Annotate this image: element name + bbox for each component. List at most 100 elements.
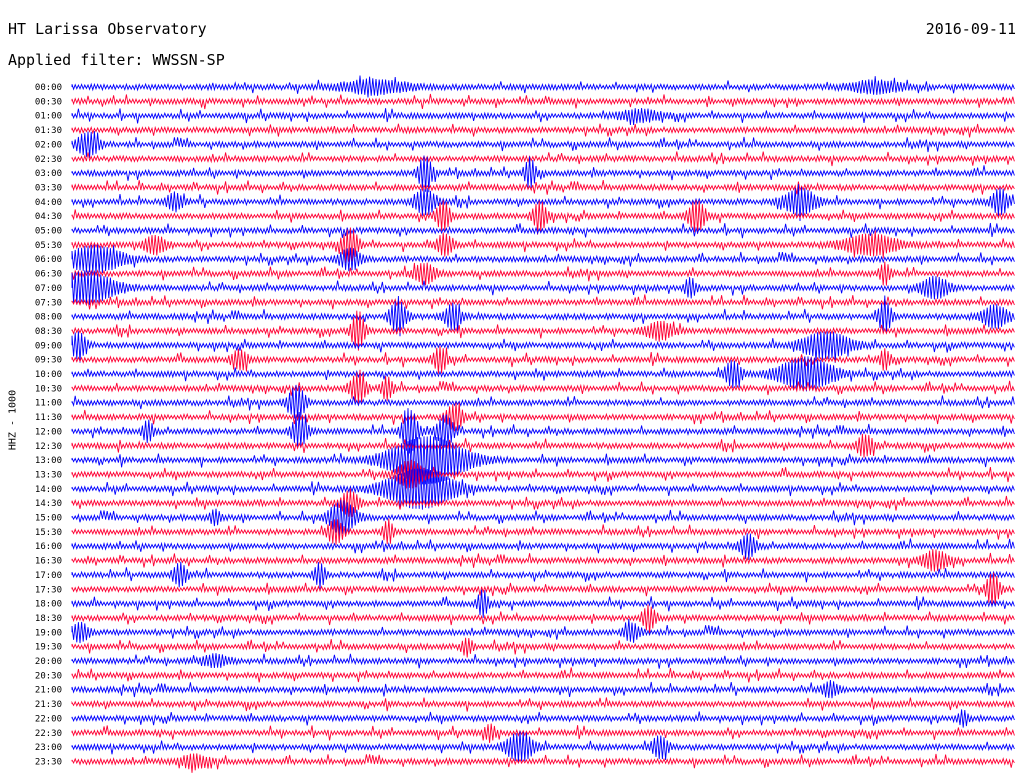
trace-row-0900 xyxy=(71,331,1015,363)
row-time-label: 00:00 xyxy=(35,83,62,93)
row-time-label: 02:30 xyxy=(35,155,62,165)
row-time-label: 20:00 xyxy=(35,657,62,667)
trace-row-1900 xyxy=(71,618,1015,644)
trace-row-1930 xyxy=(71,637,1015,658)
row-time-label: 17:30 xyxy=(35,585,62,595)
row-time-label: 12:30 xyxy=(35,442,62,452)
trace-row-1730 xyxy=(71,572,1015,607)
trace-row-1430 xyxy=(71,488,1015,517)
row-time-label: 02:00 xyxy=(35,140,62,150)
trace-row-1530 xyxy=(71,518,1015,545)
trace-row-0930 xyxy=(71,346,1015,374)
trace-row-1600 xyxy=(71,533,1015,560)
trace-row-1300 xyxy=(71,435,1015,485)
row-time-label: 07:30 xyxy=(35,298,62,308)
trace-row-2300 xyxy=(71,731,1015,763)
row-time-label: 22:30 xyxy=(35,729,62,739)
row-time-label: 03:30 xyxy=(35,183,62,193)
row-time-label: 09:30 xyxy=(35,356,62,366)
row-time-label: 01:00 xyxy=(35,112,62,122)
trace-row-0330 xyxy=(71,180,1015,195)
trace-row-0300 xyxy=(71,155,1015,193)
row-time-label: 17:00 xyxy=(35,571,62,581)
row-time-label: 18:30 xyxy=(35,614,62,624)
row-time-label: 05:00 xyxy=(35,227,62,237)
row-time-label: 18:00 xyxy=(35,600,62,610)
row-time-label: 14:00 xyxy=(35,485,62,495)
row-time-label: 16:30 xyxy=(35,557,62,567)
trace-row-1700 xyxy=(71,561,1015,589)
trace-row-0830 xyxy=(71,310,1015,351)
row-time-label: 20:30 xyxy=(35,671,62,681)
row-time-label: 03:00 xyxy=(35,169,62,179)
row-time-label: 13:00 xyxy=(35,456,62,466)
trace-row-1630 xyxy=(71,549,1015,572)
row-time-label: 07:00 xyxy=(35,284,62,294)
row-time-label: 19:30 xyxy=(35,643,62,653)
trace-row-0430 xyxy=(71,199,1015,235)
trace-row-0230 xyxy=(71,151,1015,167)
trace-row-2100 xyxy=(71,679,1015,699)
row-time-label: 08:00 xyxy=(35,313,62,323)
trace-row-1200 xyxy=(71,408,1015,454)
row-time-label: 10:30 xyxy=(35,384,62,394)
trace-row-0600 xyxy=(71,244,1015,274)
trace-row-1230 xyxy=(71,433,1015,458)
row-time-label: 13:30 xyxy=(35,470,62,480)
station-title: HT Larissa Observatory xyxy=(8,20,207,38)
row-time-label: 16:00 xyxy=(35,542,62,552)
row-time-label: 12:00 xyxy=(35,427,62,437)
row-time-label: 15:30 xyxy=(35,528,62,538)
trace-row-2130 xyxy=(71,697,1015,712)
trace-row-1830 xyxy=(71,604,1015,635)
trace-row-1800 xyxy=(71,589,1015,618)
filter-label: Applied filter: WWSSN-SP xyxy=(8,51,225,69)
row-time-label: 08:30 xyxy=(35,327,62,337)
record-date: 2016-09-11 xyxy=(925,20,1016,38)
trace-row-0530 xyxy=(71,227,1015,264)
trace-row-2330 xyxy=(71,753,1015,773)
trace-row-1130 xyxy=(71,402,1015,432)
row-time-label: 04:00 xyxy=(35,198,62,208)
row-time-label: 23:00 xyxy=(35,743,62,753)
trace-row-2030 xyxy=(71,667,1015,683)
trace-row-2000 xyxy=(71,653,1015,669)
trace-row-0800 xyxy=(71,295,1015,337)
trace-row-0400 xyxy=(71,184,1015,222)
trace-row-2230 xyxy=(71,723,1015,743)
row-time-label: 06:30 xyxy=(35,270,62,280)
trace-row-0130 xyxy=(71,123,1015,138)
row-time-label: 01:30 xyxy=(35,126,62,136)
trace-group xyxy=(71,75,1015,773)
trace-row-1000 xyxy=(71,356,1015,392)
row-time-label: 05:30 xyxy=(35,241,62,251)
trace-row-0700 xyxy=(71,270,1015,306)
row-time-label: 04:30 xyxy=(35,212,62,222)
row-time-label: 09:00 xyxy=(35,341,62,351)
trace-row-0000 xyxy=(71,75,1015,98)
trace-row-0630 xyxy=(71,261,1015,286)
trace-row-1330 xyxy=(71,459,1015,489)
trace-row-0030 xyxy=(71,93,1015,110)
trace-row-0100 xyxy=(71,108,1015,126)
row-time-label: 00:30 xyxy=(35,97,62,107)
row-label-group: 00:00 00:30 01:00 01:30 02:00 02:30 03:00 03:30… xyxy=(35,83,62,767)
trace-row-2200 xyxy=(71,709,1015,728)
row-time-label: 06:00 xyxy=(35,255,62,265)
row-time-label: 14:30 xyxy=(35,499,62,509)
trace-row-0200 xyxy=(71,131,1015,158)
trace-row-1500 xyxy=(71,500,1015,539)
row-time-label: 21:30 xyxy=(35,700,62,710)
row-time-label: 11:30 xyxy=(35,413,62,423)
trace-row-1030 xyxy=(71,369,1015,405)
row-time-label: 22:00 xyxy=(35,714,62,724)
trace-row-0730 xyxy=(71,294,1015,310)
trace-row-1100 xyxy=(71,384,1015,421)
trace-row-1400 xyxy=(71,468,1015,510)
row-time-label: 10:00 xyxy=(35,370,62,380)
trace-row-0500 xyxy=(71,222,1015,239)
row-time-label: 23:30 xyxy=(35,757,62,767)
row-time-label: 15:00 xyxy=(35,514,62,524)
row-time-label: 21:00 xyxy=(35,686,62,696)
